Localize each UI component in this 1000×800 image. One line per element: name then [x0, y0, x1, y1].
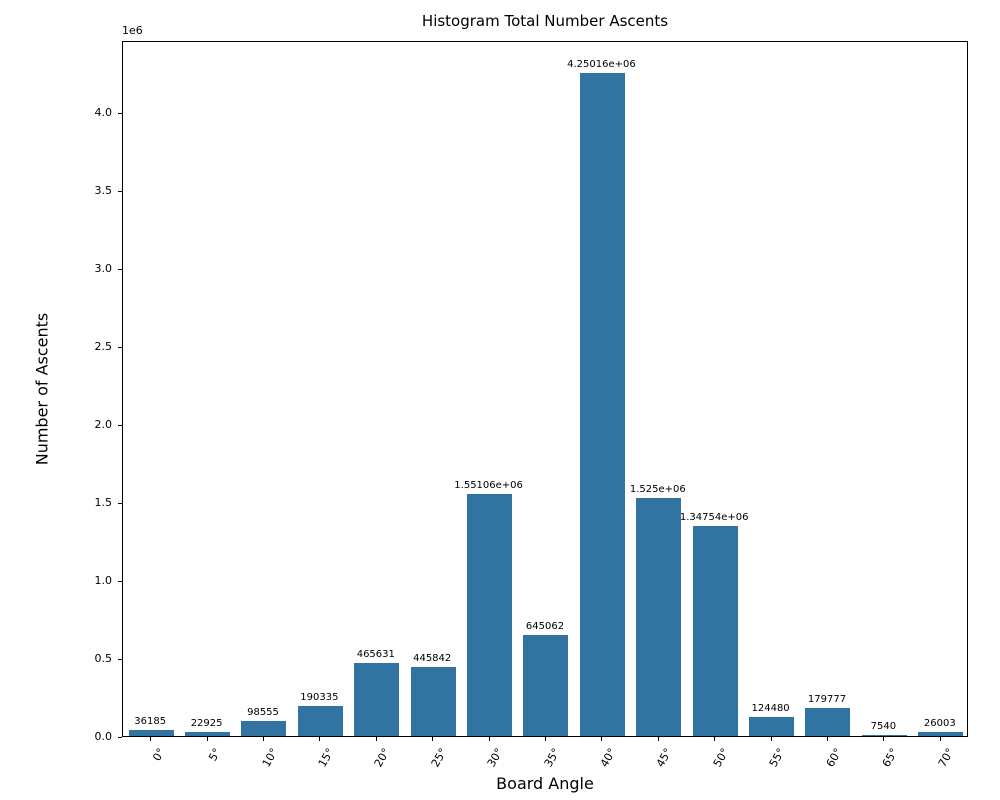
bar-30° — [467, 494, 513, 736]
bar-45° — [636, 498, 682, 736]
bar-value-label: 445842 — [413, 652, 452, 664]
bar-value-label: 645062 — [525, 621, 565, 633]
x-tick-label: 20° — [372, 746, 394, 770]
y-tick-label: 2.5 — [94, 340, 113, 354]
x-axis-label: Board Angle — [496, 774, 594, 793]
x-tick-label: 45° — [654, 746, 676, 770]
x-tick-label: 55° — [766, 746, 788, 770]
y-tick-mark — [118, 269, 122, 271]
y-axis-offset-label: 1e6 — [122, 24, 143, 37]
bar-25° — [410, 666, 456, 736]
bar-value-label: 190335 — [300, 692, 339, 704]
bar-40° — [579, 73, 625, 736]
bar-value-label: 22925 — [190, 718, 223, 730]
y-tick-label: 0.0 — [94, 730, 113, 743]
x-tick-label: 10° — [259, 746, 281, 770]
x-tick-label: 50° — [710, 746, 732, 770]
x-tick-mark — [545, 737, 546, 741]
x-tick-label: 65° — [879, 746, 901, 770]
x-tick-mark — [770, 737, 772, 741]
x-tick-mark — [432, 737, 434, 741]
y-tick-mark — [118, 581, 122, 582]
y-tick-label: 4.0 — [94, 106, 113, 120]
bar-value-label: 4.25016e+06 — [567, 59, 636, 71]
x-tick-mark — [827, 737, 828, 741]
bar-0° — [128, 730, 174, 736]
plot-area — [122, 41, 968, 737]
bar-value-label: 124480 — [751, 702, 790, 714]
bar-50° — [692, 525, 738, 736]
x-tick-mark — [601, 737, 603, 741]
x-tick-mark — [206, 737, 208, 741]
bar-value-label: 1.34754e+06 — [679, 511, 749, 523]
x-tick-mark — [488, 737, 490, 741]
x-tick-mark — [319, 737, 321, 741]
y-tick-mark — [118, 659, 122, 660]
x-tick-mark — [150, 737, 152, 741]
y-tick-mark — [118, 737, 122, 738]
bar-20° — [354, 663, 400, 736]
x-tick-mark — [657, 737, 659, 741]
bar-value-label: 179777 — [807, 694, 847, 705]
bar-60° — [805, 708, 851, 736]
x-tick-label: 70° — [936, 746, 958, 770]
x-tick-label: 60° — [823, 746, 845, 770]
y-tick-mark — [118, 503, 122, 505]
x-tick-label: 40° — [597, 746, 619, 770]
bar-10° — [241, 720, 287, 736]
x-tick-label: 5° — [206, 746, 224, 764]
bar-value-label: 26003 — [923, 717, 956, 729]
bar-value-label: 1.55106e+06 — [454, 480, 523, 492]
y-tick-label: 3.0 — [94, 262, 113, 276]
bar-55° — [749, 716, 795, 736]
x-tick-label: 25° — [428, 746, 450, 770]
bar-value-label: 465631 — [356, 649, 395, 661]
x-tick-mark — [375, 737, 377, 741]
bar-value-label: 7540 — [870, 720, 897, 732]
x-tick-label: 35° — [541, 746, 563, 770]
bar-value-label: 98555 — [247, 706, 279, 718]
y-tick-label: 1.5 — [94, 496, 113, 510]
bar-35° — [523, 635, 569, 736]
y-tick-mark — [118, 347, 122, 349]
y-tick-label: 3.5 — [94, 184, 113, 198]
chart-title: Histogram Total Number Ascents — [421, 12, 669, 30]
bar-value-label: 1.525e+06 — [629, 484, 686, 496]
y-tick-mark — [118, 191, 122, 193]
bar-65° — [861, 734, 907, 736]
y-tick-mark — [118, 113, 122, 115]
x-tick-label: 0° — [149, 746, 168, 764]
y-axis-label: Number of Ascents — [32, 312, 52, 466]
x-tick-mark — [939, 737, 941, 741]
y-tick-mark — [118, 425, 122, 427]
y-tick-label: 1.0 — [94, 574, 113, 587]
bar-70° — [918, 731, 964, 736]
x-tick-mark — [883, 737, 885, 741]
y-tick-label: 2.0 — [94, 418, 113, 432]
bar-15° — [297, 706, 343, 736]
x-tick-label: 15° — [315, 746, 337, 770]
bar-5° — [185, 732, 231, 736]
x-tick-label: 30° — [484, 746, 506, 770]
x-tick-mark — [714, 737, 716, 741]
bar-value-label: 36185 — [134, 716, 167, 728]
y-tick-label: 0.5 — [94, 652, 113, 665]
x-tick-mark — [263, 737, 264, 741]
